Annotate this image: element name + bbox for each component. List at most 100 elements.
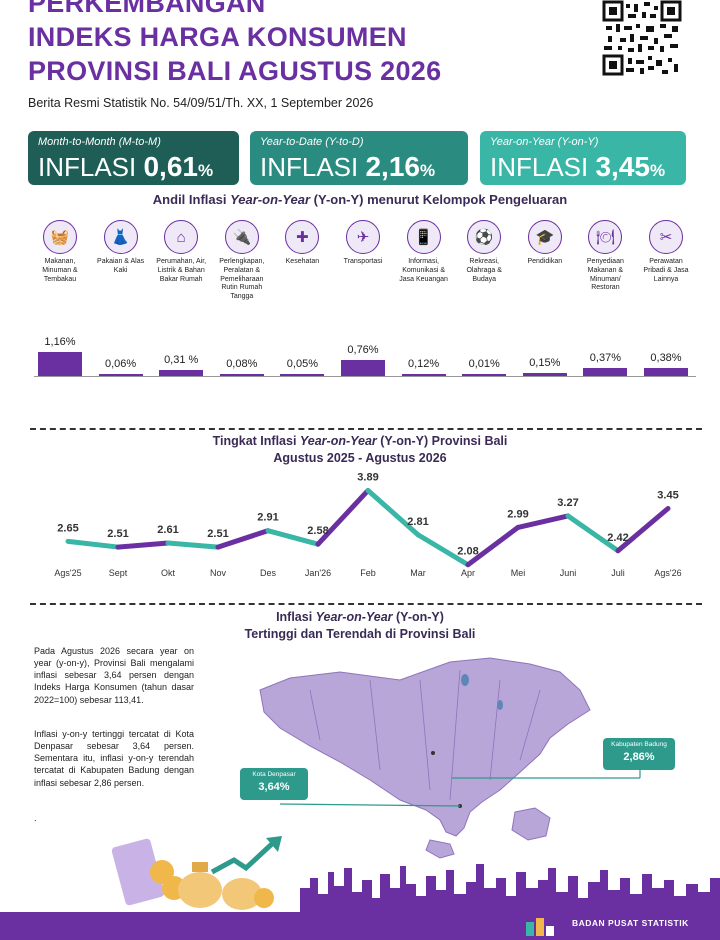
nusa-penida-shape	[511, 807, 551, 841]
andil-bar	[401, 373, 446, 376]
card-ytd-value: INFLASI 2,16%	[260, 151, 436, 182]
andil-bar-label: 0,38%	[650, 352, 682, 365]
card-ytd: Year-to-Date (Y-to-D) INFLASI 2,16%	[250, 131, 468, 185]
category-name: Rekreasi, Olahraga & Budaya	[466, 258, 502, 283]
section-divider-2	[30, 603, 702, 605]
category-item: 📱 Informasi, Komunikasi & Jasa Keuangan	[396, 220, 452, 284]
line-x-tick-label: Juni	[560, 568, 577, 578]
qr-code-icon[interactable]	[602, 0, 682, 76]
report-subtitle: Berita Resmi Statistik No. 54/09/51/Th. …	[28, 96, 374, 110]
andil-bar	[462, 374, 507, 376]
andil-bar	[98, 374, 143, 376]
line-point-label: 3.45	[657, 490, 678, 502]
appliance-icon: 🔌	[224, 220, 259, 254]
category-item: 🎓 Pendidikan	[517, 220, 573, 267]
line-segment	[415, 532, 471, 568]
footer-org-name: BADAN PUSAT STATISTIK	[572, 918, 689, 928]
badge-kabupaten-badung: Kabupaten Badung 2,86%	[603, 738, 675, 770]
graduation-cap-icon: 🎓	[527, 220, 562, 254]
line-point-label: 2.81	[407, 516, 428, 528]
badge-kota-denpasar: Kota Denpasar 3,64%	[240, 768, 308, 800]
title-line-1: PERKEMBANGAN	[28, 0, 266, 18]
category-item: ✈ Transportasi	[335, 220, 391, 267]
bali-island-shape	[259, 657, 591, 837]
line-point-label: 2.08	[457, 546, 478, 558]
card-yoy: Year-on-Year (Y-on-Y) INFLASI 3,45%	[480, 131, 686, 185]
summary-dot: .	[34, 813, 37, 823]
line-segment	[115, 540, 171, 550]
andil-bar-label: 1,16%	[44, 336, 76, 348]
card-yoy-value: INFLASI 3,45%	[490, 151, 666, 182]
section-divider-1	[30, 428, 702, 430]
line-x-tick-label: Juli	[611, 568, 625, 578]
tools-icon: ✂	[649, 220, 683, 254]
category-name: Transportasi	[343, 258, 383, 265]
andil-title: Andil Inflasi Year-on-Year (Y-on-Y) menu…	[152, 192, 568, 207]
andil-bar-label: 0,76%	[347, 344, 379, 357]
yoy-line-chart: 2.65 Ags'25 2.51 Sept 2.61 Okt 2.51 Nov 2.91 Des 2…	[54, 471, 681, 578]
line-chart-title: Tingkat Inflasi Year-on-Year (Y-on-Y) Pr…	[212, 434, 508, 465]
category-item: 🍽 Penyediaan Makanan & Minuman/ Restoran	[577, 220, 633, 293]
bar-baseline	[34, 376, 696, 377]
line-segment	[615, 506, 671, 554]
category-name: Perlengkapan, Peralatan & Pemeliharaan R…	[219, 258, 265, 300]
andil-bar-label: 0,37%	[589, 352, 621, 365]
line-segment	[65, 538, 121, 550]
category-name: Penyediaan Makanan & Minuman/ Restoran	[586, 258, 624, 292]
line-x-tick-label: Nov	[210, 568, 227, 578]
card-yoy-label: Year-on-Year (Y-on-Y)	[490, 136, 599, 148]
summary-paragraph-2: Inflasi y-on-y tertinggi tercatat di Kot…	[34, 729, 194, 788]
line-x-tick-label: Okt	[161, 568, 176, 578]
andil-bar	[219, 374, 264, 376]
sport-icon: ⚽	[467, 220, 502, 254]
andil-bar	[522, 372, 567, 376]
money-growth-illustration	[112, 836, 282, 910]
house-icon: ⌂	[164, 220, 199, 254]
bps-logo-icon	[526, 918, 554, 936]
category-name: Perumahan, Air, Listrik & Bahan Bakar Ru…	[156, 258, 207, 283]
line-point-label: 3.89	[357, 471, 378, 483]
line-x-tick-label: Sept	[109, 568, 128, 578]
andil-bar-label: 0,15%	[529, 356, 561, 369]
andil-bar-label: 0,06%	[104, 358, 137, 370]
line-segment	[165, 540, 221, 550]
line-point-label: 2.51	[207, 528, 228, 540]
restaurant-icon: 🍽	[588, 220, 623, 254]
line-x-tick-label: Des	[260, 568, 277, 578]
line-x-tick-label: Mei	[511, 568, 526, 578]
line-x-tick-label: Mar	[410, 568, 426, 578]
category-name: Pakaian & Alas Kaki	[97, 258, 145, 274]
andil-bar	[341, 360, 385, 376]
line-point-label: 2.58	[307, 525, 328, 537]
card-mtm-value: INFLASI 0,61%	[38, 151, 214, 182]
andil-bar-label: 0,01%	[468, 358, 500, 370]
line-point-label: 2.91	[257, 512, 278, 524]
line-x-tick-label: Jan'26	[305, 568, 331, 578]
card-ytd-label: Year-to-Date (Y-to-D)	[260, 136, 364, 148]
title-line-2: INDEKS HARGA KONSUMEN	[28, 22, 407, 52]
line-x-tick-label: Apr	[461, 568, 475, 578]
line-segment	[515, 513, 571, 530]
food-basket-icon: 🧺	[43, 220, 77, 254]
category-item: ✚ Kesehatan	[274, 220, 330, 267]
city-skyline-illustration	[300, 864, 720, 914]
category-item: ⚽ Rekreasi, Olahraga & Budaya	[456, 220, 512, 284]
dress-icon: 👗	[103, 220, 138, 254]
line-point-label: 3.27	[557, 497, 578, 509]
line-segment	[465, 524, 521, 568]
andil-bar-label: 0,05%	[286, 358, 318, 370]
bali-map	[259, 657, 641, 859]
map-title: Inflasi Year-on-Year (Y-on-Y) Tertinggi …	[244, 610, 476, 641]
line-segment	[215, 528, 271, 550]
line-x-tick-label: Feb	[360, 568, 376, 578]
category-item: 🧺 Makanan, Minuman & Tembakau	[32, 220, 88, 284]
andil-bar	[159, 369, 204, 376]
line-point-label: 2.61	[157, 524, 178, 536]
category-item: ⌂ Perumahan, Air, Listrik & Bahan Bakar R…	[153, 220, 209, 284]
line-segment	[565, 513, 621, 554]
line-point-label: 2.42	[607, 532, 628, 544]
line-point-label: 2.51	[107, 528, 128, 540]
card-mtm-label: Month-to-Month (M-to-M)	[38, 136, 161, 148]
category-name: Kesehatan	[285, 258, 320, 265]
category-item: 👗 Pakaian & Alas Kaki	[93, 220, 149, 276]
